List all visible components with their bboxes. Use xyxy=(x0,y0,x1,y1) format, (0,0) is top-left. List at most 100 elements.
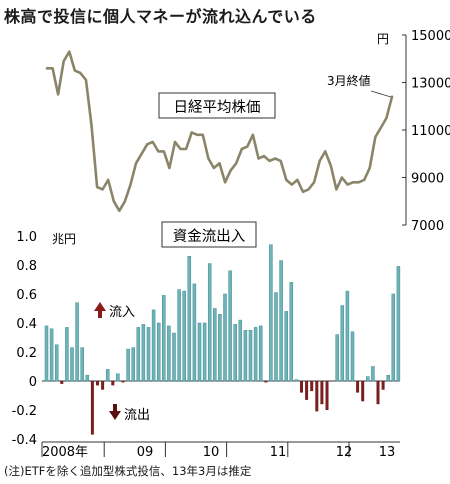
year-label: 11 xyxy=(270,445,287,460)
outflow-label: 流出 xyxy=(124,408,150,423)
price-tick-label: 13000 xyxy=(411,77,450,92)
outflow-bar xyxy=(101,381,105,390)
inflow-bar xyxy=(197,322,202,382)
price-series-line xyxy=(45,50,394,213)
inflow-bar xyxy=(366,376,370,382)
inflow-bar xyxy=(167,325,171,382)
inflow-bar xyxy=(279,260,283,382)
outflow-bar xyxy=(310,381,314,392)
inflow-bar xyxy=(345,290,350,382)
inflow-bar xyxy=(156,322,161,382)
outflow-bar xyxy=(111,381,115,386)
year-label: 2008年 xyxy=(42,445,88,460)
inflow-bar xyxy=(136,327,141,382)
inflow-bar xyxy=(141,324,146,382)
flow-unit-label: 兆円 xyxy=(52,232,76,246)
year-label: 10 xyxy=(203,445,220,460)
outflow-arrow-icon xyxy=(109,404,121,420)
outflow-bar xyxy=(264,381,268,383)
outflow-bar xyxy=(60,381,64,384)
flow-tick-label: 0 xyxy=(29,375,37,390)
inflow-bar xyxy=(70,347,74,382)
price-title-box xyxy=(158,92,276,119)
flow-title-box xyxy=(161,221,257,248)
inflow-bar xyxy=(213,308,217,382)
inflow-bar xyxy=(243,330,248,382)
outflow-bar xyxy=(325,381,329,410)
inflow-bar xyxy=(284,311,288,382)
flow-tick-label: -0.2 xyxy=(12,404,37,419)
price-unit-label: 円 xyxy=(377,32,389,46)
inflow-bar xyxy=(396,266,401,382)
inflow-bar xyxy=(126,348,130,382)
outflow-bar xyxy=(121,381,125,383)
outflow-bar xyxy=(376,381,380,405)
outflow-bar xyxy=(305,381,309,400)
year-label: 13 xyxy=(379,445,396,460)
inflow-bar xyxy=(146,327,151,382)
inflow-bar xyxy=(187,256,192,382)
year-label: 09 xyxy=(137,445,154,460)
inflow-bar xyxy=(391,293,396,382)
inflow-bar xyxy=(294,379,299,382)
inflow-bar xyxy=(202,322,207,382)
flow-tick-label: 0.8 xyxy=(16,259,37,274)
chart-title: 株高で投信に個人マネーが流れ込んでいる xyxy=(4,7,317,26)
inflow-bar xyxy=(192,283,197,382)
inflow-bar xyxy=(49,328,54,382)
inflow-bar xyxy=(177,289,181,382)
inflow-bar xyxy=(228,270,232,382)
outflow-bar xyxy=(315,381,319,412)
inflow-bar xyxy=(371,366,375,382)
flow-tick-label: -0.4 xyxy=(12,433,37,448)
footnote: (注)ETFを除く追加型株式投信、13年3月は推定 xyxy=(4,464,252,478)
inflow-bar xyxy=(248,330,253,382)
inflow-bar xyxy=(340,305,345,382)
inflow-bar xyxy=(258,325,263,382)
inflow-bar xyxy=(172,332,176,382)
price-tick-label: 9000 xyxy=(411,172,444,187)
inflow-bar xyxy=(80,347,84,382)
inflow-bar xyxy=(75,302,79,382)
last-close-annotation: 3月終値 xyxy=(327,73,371,88)
flow-tick-label: 0.4 xyxy=(16,317,37,332)
year-label: 12 xyxy=(336,445,353,460)
flow-tick-label: 1.0 xyxy=(16,230,37,245)
inflow-bar xyxy=(207,263,212,382)
inflow-bar xyxy=(54,344,59,382)
inflow-bar xyxy=(269,244,273,382)
inflow-bar xyxy=(105,369,110,382)
inflow-bar xyxy=(238,319,243,382)
inflow-bar xyxy=(151,309,156,382)
inflow-bar xyxy=(65,327,69,382)
inflow-bar xyxy=(335,334,339,382)
outflow-bar xyxy=(320,381,324,405)
outflow-bar xyxy=(381,381,385,390)
inflow-bar xyxy=(131,347,135,382)
outflow-bar xyxy=(356,381,360,393)
inflow-bar xyxy=(218,314,222,382)
inflow-bar xyxy=(116,373,120,382)
inflow-label: 流入 xyxy=(109,305,135,320)
price-tick-label: 15000 xyxy=(411,29,450,44)
inflow-arrow-icon xyxy=(94,302,106,318)
price-tick-label: 11000 xyxy=(411,124,450,139)
price-tick-label: 7000 xyxy=(411,219,444,234)
inflow-bar xyxy=(289,282,294,382)
inflow-bar xyxy=(85,374,90,382)
inflow-bar xyxy=(350,331,355,382)
inflow-bar xyxy=(223,293,227,382)
inflow-bar xyxy=(182,290,186,382)
inflow-bar xyxy=(162,295,166,382)
inflow-bar xyxy=(274,292,278,382)
outflow-bar xyxy=(96,381,99,386)
outflow-bar xyxy=(90,381,94,435)
outflow-bar xyxy=(300,381,303,393)
inflow-bar xyxy=(44,325,49,382)
inflow-bar xyxy=(233,324,237,382)
flow-tick-label: 0.6 xyxy=(16,288,37,303)
inflow-bar xyxy=(386,374,390,382)
